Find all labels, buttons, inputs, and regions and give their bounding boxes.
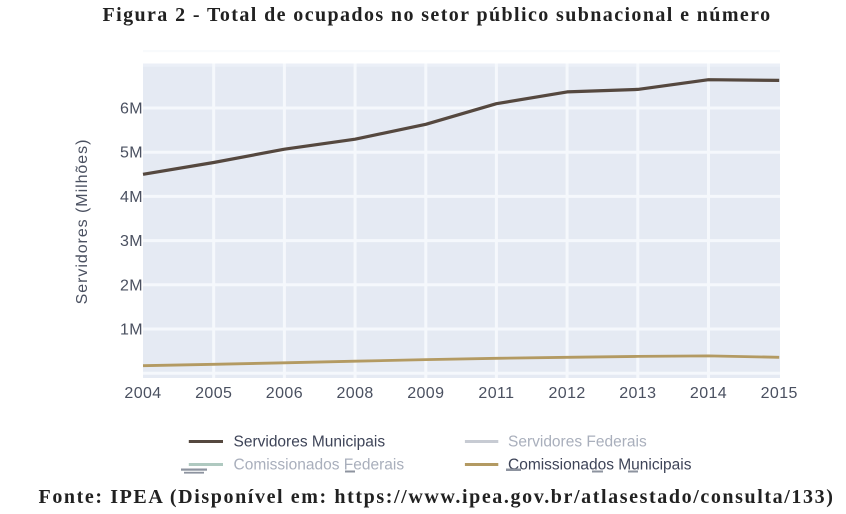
svg-text:3M: 3M — [120, 233, 143, 250]
svg-text:2013: 2013 — [619, 385, 656, 402]
svg-text:2M: 2M — [120, 277, 143, 294]
svg-text:Servidores Municipais: Servidores Municipais — [234, 434, 386, 451]
svg-text:2006: 2006 — [266, 385, 303, 402]
svg-text:1M: 1M — [120, 322, 143, 339]
svg-text:2008: 2008 — [336, 385, 373, 402]
svg-text:2012: 2012 — [548, 385, 585, 402]
svg-text:2011: 2011 — [478, 385, 514, 402]
svg-text:2015: 2015 — [761, 385, 798, 402]
svg-text:2009: 2009 — [407, 385, 444, 402]
svg-text:Comissionados Municipais: Comissionados Municipais — [508, 457, 692, 474]
svg-text:Servidores Federais: Servidores Federais — [508, 434, 647, 451]
svg-text:6M: 6M — [120, 101, 143, 118]
svg-text:Fonte: IPEA (Disponível em: ht: Fonte: IPEA (Disponível em: https://www.… — [39, 486, 835, 508]
svg-text:5M: 5M — [120, 145, 143, 162]
svg-text:4M: 4M — [120, 189, 143, 206]
svg-text:Comissionados Federais: Comissionados Federais — [234, 457, 405, 474]
svg-text:Servidores (Milhões): Servidores (Milhões) — [74, 139, 91, 305]
svg-text:Figura 2 - Total de ocupados n: Figura 2 - Total de ocupados no setor pú… — [103, 4, 772, 26]
svg-text:2004: 2004 — [124, 385, 161, 402]
svg-text:2014: 2014 — [690, 385, 727, 402]
svg-text:2005: 2005 — [195, 385, 232, 402]
